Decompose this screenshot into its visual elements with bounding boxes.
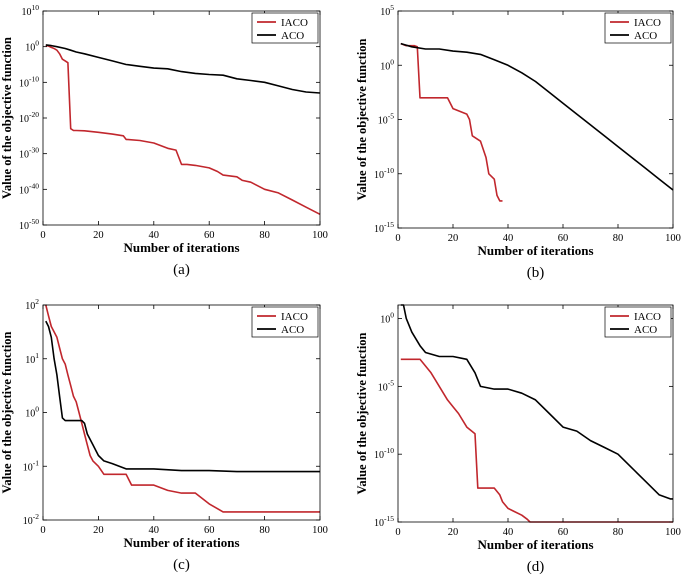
series-line-aco xyxy=(400,42,674,191)
x-tick-label: 100 xyxy=(312,525,328,536)
y-tick-label: 10-15 xyxy=(374,220,394,235)
y-tick-label: 10-15 xyxy=(374,514,394,529)
series-line-iaco xyxy=(45,44,321,216)
y-tick-label: 100 xyxy=(25,39,39,54)
x-axis-label: Number of iterations xyxy=(477,537,593,552)
legend-box xyxy=(604,306,672,338)
y-axis-label: Value of the objective function xyxy=(0,331,14,493)
y-axis-label: Value of the objective function xyxy=(0,37,14,199)
x-axis-label: Number of iterations xyxy=(123,535,239,550)
legend-box xyxy=(251,306,319,338)
x-tick-label: 80 xyxy=(613,233,624,244)
y-tick-label: 100 xyxy=(380,311,394,326)
series-line-iaco xyxy=(400,358,673,523)
panel-label: (b) xyxy=(527,265,545,281)
x-tick-label: 40 xyxy=(503,233,514,244)
y-tick-label: 10-2 xyxy=(23,512,39,527)
legend-label-iaco: IACO xyxy=(281,311,308,323)
series-line-iaco xyxy=(45,304,320,513)
x-tick-label: 80 xyxy=(613,527,624,538)
legend-label-aco: ACO xyxy=(281,324,304,336)
chart-panel-d: 0 20 40 60 80 100 100 10-5 10-10 10-15 Number of i… xyxy=(355,304,681,575)
x-tick-label: 0 xyxy=(40,525,45,536)
x-tick-label: 20 xyxy=(448,527,459,538)
y-tick-label: 10-40 xyxy=(19,181,39,196)
panel-label: (d) xyxy=(527,559,545,575)
legend-label-aco: ACO xyxy=(634,30,657,42)
legend-label-iaco: IACO xyxy=(281,17,308,29)
plot-frame xyxy=(397,304,674,523)
y-tick-label: 10-30 xyxy=(19,146,39,161)
y-tick-label: 10-50 xyxy=(19,217,39,232)
legend-box xyxy=(604,12,672,44)
y-tick-label: 101 xyxy=(25,351,39,366)
legend-label-iaco: IACO xyxy=(634,17,661,29)
x-axis-label: Number of iterations xyxy=(123,240,239,255)
legend-label-aco: ACO xyxy=(634,324,657,336)
x-tick-label: 0 xyxy=(40,230,45,241)
x-tick-label: 0 xyxy=(395,527,400,538)
x-tick-label: 20 xyxy=(93,230,104,241)
y-axis-label: Value of the objective function xyxy=(355,332,369,494)
x-tick-label: 60 xyxy=(558,527,569,538)
x-tick-label: 60 xyxy=(204,525,215,536)
x-tick-label: 40 xyxy=(149,525,160,536)
x-tick-label: 60 xyxy=(204,230,215,241)
x-tick-label: 80 xyxy=(259,525,270,536)
x-tick-label: 100 xyxy=(665,233,681,244)
x-tick-label: 100 xyxy=(312,230,328,241)
y-tick-label: 10-10 xyxy=(374,446,394,461)
x-tick-label: 40 xyxy=(149,230,160,241)
y-tick-label: 10-1 xyxy=(23,458,39,473)
y-tick-label: 100 xyxy=(380,57,394,72)
panel-label: (c) xyxy=(173,557,190,573)
x-tick-label: 40 xyxy=(503,527,514,538)
y-tick-label: 1010 xyxy=(22,3,40,18)
legend-label-iaco: IACO xyxy=(634,311,661,323)
plot-frame xyxy=(397,10,674,229)
series-line-aco xyxy=(45,320,320,473)
x-tick-label: 0 xyxy=(395,233,400,244)
y-axis-label: Value of the objective function xyxy=(355,38,369,200)
chart-panel-c: 0 20 40 60 80 100 102 101 100 10-1 10-2 Number of i… xyxy=(0,297,328,573)
y-tick-label: 10-20 xyxy=(19,110,39,125)
series-line-aco xyxy=(400,304,673,500)
chart-panel-b: 0 20 40 60 80 100 105 100 10-5 10-10 10-15 Number o… xyxy=(355,3,681,281)
x-tick-label: 20 xyxy=(93,525,104,536)
legend-label-aco: ACO xyxy=(281,30,304,42)
y-tick-label: 100 xyxy=(25,405,39,420)
y-tick-label: 10-10 xyxy=(374,166,394,181)
panel-label: (a) xyxy=(173,262,190,278)
x-tick-label: 60 xyxy=(558,233,569,244)
x-tick-label: 100 xyxy=(665,527,681,538)
x-tick-label: 20 xyxy=(448,233,459,244)
series-line-iaco xyxy=(400,42,503,202)
y-tick-label: 10-5 xyxy=(378,112,394,127)
y-tick-label: 10-10 xyxy=(19,74,39,89)
x-tick-label: 80 xyxy=(259,230,270,241)
y-tick-label: 105 xyxy=(380,3,394,18)
chart-panel-a: 0 20 40 60 80 100 1010 100 10-10 10-20 10-30 10-40 1… xyxy=(0,3,328,278)
series-line-aco xyxy=(45,44,321,94)
x-axis-label: Number of iterations xyxy=(477,243,593,258)
legend-box xyxy=(251,12,319,44)
y-tick-label: 102 xyxy=(25,297,39,312)
y-tick-label: 10-5 xyxy=(378,378,394,393)
